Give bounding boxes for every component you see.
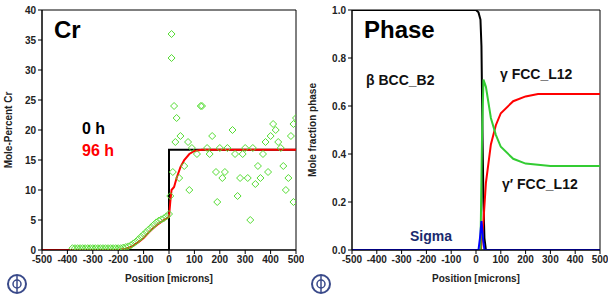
svg-text:-200: -200 [416, 254, 436, 265]
svg-text:0.4: 0.4 [332, 149, 346, 160]
svg-text:-300: -300 [392, 254, 412, 265]
svg-text:300: 300 [542, 254, 559, 265]
svg-text:25: 25 [25, 95, 37, 106]
svg-text:400: 400 [567, 254, 584, 265]
svg-text:20: 20 [25, 125, 37, 136]
html-text:0 h: 0 h [82, 120, 106, 137]
svg-text:200: 200 [517, 254, 534, 265]
svg-text:-500: -500 [342, 254, 362, 265]
svg-text:400: 400 [262, 254, 279, 265]
html-text:Phase: Phase [364, 16, 435, 43]
svg-text:-300: -300 [83, 254, 103, 265]
html-text:Sigma: Sigma [410, 228, 452, 244]
svg-text:0: 0 [166, 254, 172, 265]
svg-text:500: 500 [592, 254, 600, 265]
svg-text:100: 100 [186, 254, 203, 265]
svg-text:Position [microns]: Position [microns] [125, 273, 213, 284]
svg-text:-400: -400 [57, 254, 77, 265]
svg-text:0.8: 0.8 [332, 53, 346, 64]
svg-text:0: 0 [473, 254, 479, 265]
svg-text:-200: -200 [108, 254, 128, 265]
svg-text:5: 5 [30, 215, 36, 226]
html-text:γ′ FCC_L12: γ′ FCC_L12 [502, 176, 578, 192]
svg-text:0.2: 0.2 [332, 197, 346, 208]
svg-text:0: 0 [30, 245, 36, 256]
svg-text:35: 35 [25, 35, 37, 46]
svg-text:Mole-Percent Cr: Mole-Percent Cr [8, 92, 14, 169]
svg-text:-400: -400 [367, 254, 387, 265]
html-text:96 h: 96 h [82, 142, 114, 159]
svg-text:500: 500 [288, 254, 304, 265]
svg-text:200: 200 [211, 254, 228, 265]
svg-text:30: 30 [25, 65, 37, 76]
svg-text:Mole fraction phase: Mole fraction phase [307, 83, 318, 177]
svg-text:10: 10 [25, 185, 37, 196]
svg-text:-100: -100 [134, 254, 154, 265]
svg-text:40: 40 [25, 5, 37, 16]
svg-text:-500: -500 [32, 254, 52, 265]
html-text:β BCC_B2: β BCC_B2 [366, 72, 435, 88]
svg-text:300: 300 [237, 254, 254, 265]
svg-text:15: 15 [25, 155, 37, 166]
svg-text:1.0: 1.0 [332, 5, 346, 16]
svg-text:0.6: 0.6 [332, 101, 346, 112]
svg-text:-100: -100 [441, 254, 461, 265]
svg-text:0.0: 0.0 [332, 245, 346, 256]
svg-text:100: 100 [492, 254, 509, 265]
html-text:Cr: Cr [54, 16, 81, 43]
svg-text:Position [microns]: Position [microns] [432, 273, 520, 284]
html-text:γ FCC_L12: γ FCC_L12 [500, 66, 573, 82]
